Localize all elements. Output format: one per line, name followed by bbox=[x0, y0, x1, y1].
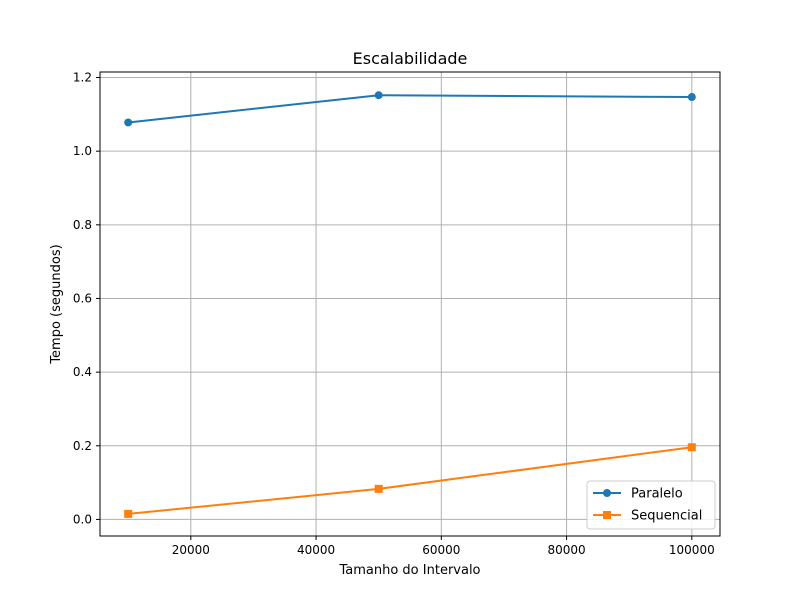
y-tick-label: 0.8 bbox=[73, 218, 92, 232]
data-point-paralelo bbox=[687, 93, 696, 102]
data-point-paralelo bbox=[374, 91, 383, 100]
x-tick-label: 40000 bbox=[297, 543, 335, 557]
y-tick-label: 0.6 bbox=[73, 291, 92, 305]
data-point-sequencial bbox=[124, 509, 133, 518]
x-tick-label: 80000 bbox=[547, 543, 585, 557]
y-tick-label: 1.2 bbox=[73, 71, 92, 85]
y-tick-label: 0.4 bbox=[73, 365, 92, 379]
y-tick-label: 0.2 bbox=[73, 439, 92, 453]
legend-label-sequencial: Sequencial bbox=[631, 509, 702, 524]
legend-marker-paralelo bbox=[603, 489, 611, 497]
legend: Paralelo Sequencial bbox=[586, 480, 716, 530]
x-tick-label: 20000 bbox=[172, 543, 210, 557]
y-tick-label: 1.0 bbox=[73, 144, 92, 158]
y-axis-label: Tempo (segundos) bbox=[49, 244, 64, 364]
data-point-sequencial bbox=[374, 484, 383, 493]
legend-marker-sequencial bbox=[603, 511, 611, 519]
grid bbox=[100, 72, 720, 536]
axes-frame bbox=[99, 71, 721, 537]
ticks: 20000 40000 60000 80000 100000 0.0 0.2 0.4 0.6 0.… bbox=[73, 71, 715, 557]
x-tick-label: 100000 bbox=[669, 543, 715, 557]
series-layer bbox=[124, 91, 696, 518]
x-tick-label: 60000 bbox=[422, 543, 460, 557]
legend-label-paralelo: Paralelo bbox=[631, 487, 683, 502]
data-point-paralelo bbox=[124, 118, 133, 127]
y-tick-label: 0.0 bbox=[73, 512, 92, 526]
chart-title: Escalabilidade bbox=[353, 49, 468, 68]
x-axis-label: Tamanho do Intervalo bbox=[338, 563, 480, 578]
data-point-sequencial bbox=[687, 443, 696, 452]
